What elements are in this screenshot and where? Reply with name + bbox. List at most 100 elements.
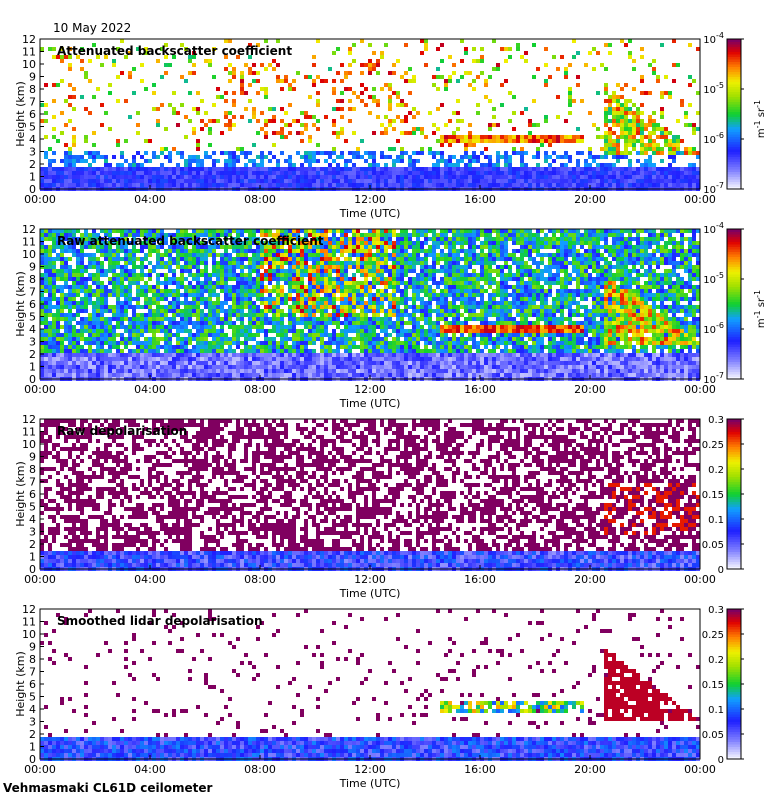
data-cell — [336, 249, 340, 253]
data-cell — [340, 175, 344, 179]
data-cell — [200, 183, 204, 187]
data-cell — [40, 233, 44, 237]
data-cell — [148, 171, 152, 175]
data-cell — [540, 229, 544, 233]
data-cell — [124, 257, 128, 261]
data-cell — [636, 131, 640, 135]
data-cell — [424, 293, 428, 297]
data-cell — [452, 175, 456, 179]
data-cell — [432, 155, 436, 159]
data-cell — [508, 237, 512, 241]
data-cell — [120, 265, 124, 269]
data-cell — [596, 171, 600, 175]
data-cell — [580, 175, 584, 179]
data-cell — [188, 269, 192, 273]
data-cell — [368, 289, 372, 293]
data-cell — [120, 273, 124, 277]
data-cell — [276, 241, 280, 245]
data-cell — [188, 293, 192, 297]
data-cell — [68, 55, 72, 59]
data-cell — [92, 301, 96, 305]
data-cell — [256, 297, 260, 301]
data-cell — [240, 241, 244, 245]
data-cell — [324, 237, 328, 241]
data-cell — [692, 249, 696, 253]
data-cell — [548, 245, 552, 249]
data-cell — [536, 229, 540, 233]
data-cell — [676, 63, 680, 67]
data-cell — [604, 175, 608, 179]
data-cell — [432, 273, 436, 277]
data-cell — [76, 281, 80, 285]
data-cell — [564, 119, 568, 123]
data-cell — [560, 229, 564, 233]
data-cell — [332, 51, 336, 55]
data-cell — [492, 115, 496, 119]
data-cell — [124, 265, 128, 269]
data-cell — [84, 277, 88, 281]
data-cell — [664, 127, 668, 131]
data-cell — [232, 159, 236, 163]
data-cell — [544, 245, 548, 249]
data-cell — [468, 83, 472, 87]
data-cell — [324, 249, 328, 253]
data-cell — [468, 241, 472, 245]
data-cell — [528, 131, 532, 135]
colorbar-segment — [727, 79, 741, 82]
data-cell — [324, 289, 328, 293]
data-cell — [612, 151, 616, 155]
data-cell — [628, 285, 632, 289]
data-cell — [588, 155, 592, 159]
data-cell — [356, 147, 360, 151]
data-cell — [228, 245, 232, 249]
data-cell — [684, 151, 688, 155]
data-cell — [148, 273, 152, 277]
data-cell — [616, 95, 620, 99]
data-cell — [88, 171, 92, 175]
data-cell — [168, 63, 172, 67]
data-cell — [64, 155, 68, 159]
data-cell — [452, 265, 456, 269]
data-cell — [640, 151, 644, 155]
data-cell — [272, 171, 276, 175]
data-cell — [228, 167, 232, 171]
data-cell — [436, 253, 440, 257]
data-cell — [660, 281, 664, 285]
data-cell — [252, 111, 256, 115]
data-cell — [568, 179, 572, 183]
data-cell — [508, 135, 512, 139]
data-cell — [548, 183, 552, 187]
data-cell — [68, 285, 72, 289]
data-cell — [252, 107, 256, 111]
data-cell — [324, 245, 328, 249]
data-cell — [652, 237, 656, 241]
data-cell — [228, 289, 232, 293]
data-cell — [504, 297, 508, 301]
data-cell — [432, 277, 436, 281]
data-cell — [104, 163, 108, 167]
data-cell — [556, 253, 560, 257]
data-cell — [588, 163, 592, 167]
data-cell — [84, 75, 88, 79]
data-cell — [260, 87, 264, 91]
data-cell — [516, 229, 520, 233]
data-cell — [388, 99, 392, 103]
data-cell — [144, 245, 148, 249]
data-cell — [288, 245, 292, 249]
data-cell — [372, 167, 376, 171]
data-cell — [260, 297, 264, 301]
data-cell — [612, 123, 616, 127]
data-cell — [252, 71, 256, 75]
data-cell — [328, 277, 332, 281]
data-cell — [136, 163, 140, 167]
data-cell — [612, 237, 616, 241]
colorbar-segment — [727, 109, 741, 112]
data-cell — [644, 179, 648, 183]
data-cell — [620, 171, 624, 175]
data-cell — [296, 245, 300, 249]
data-cell — [520, 183, 524, 187]
data-cell — [136, 277, 140, 281]
data-cell — [628, 281, 632, 285]
data-cell — [252, 159, 256, 163]
data-cell — [596, 155, 600, 159]
